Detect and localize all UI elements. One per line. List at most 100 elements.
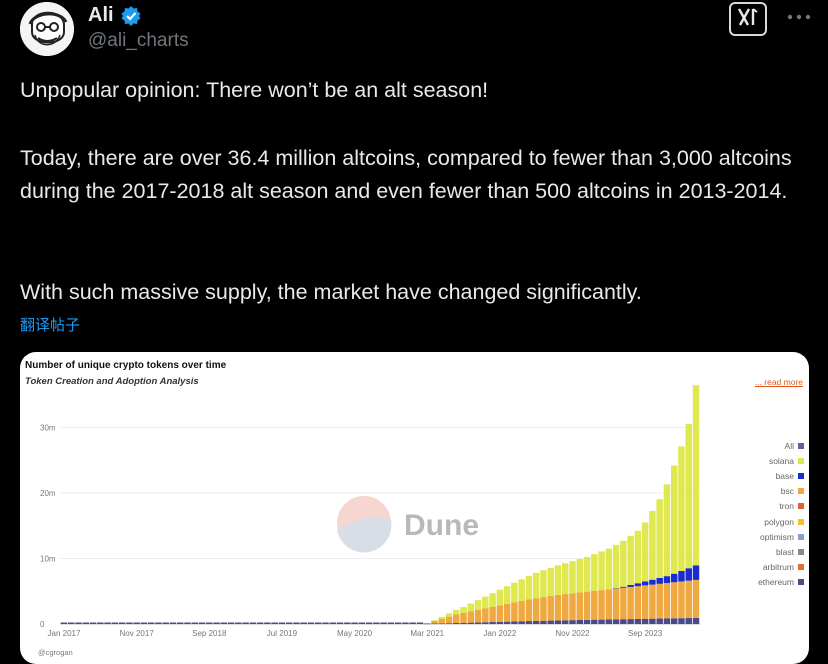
- bar-solana: [431, 620, 438, 621]
- bar-ethereum: [155, 622, 162, 624]
- bar-ethereum: [467, 622, 475, 624]
- bar-ethereum: [569, 620, 576, 624]
- bar-bsc: [620, 587, 627, 620]
- bar-ethereum: [394, 622, 402, 624]
- bar-solana: [678, 446, 685, 571]
- bar-solana: [474, 600, 482, 610]
- bar-base: [634, 583, 642, 587]
- bar-solana: [634, 530, 642, 584]
- legend-item[interactable]: ethereum: [720, 575, 804, 590]
- legend-item[interactable]: blast: [720, 544, 804, 559]
- bar-ethereum: [126, 622, 133, 624]
- legend-item[interactable]: base: [720, 468, 804, 483]
- bar-ethereum: [453, 623, 460, 624]
- legend-item[interactable]: All: [720, 438, 804, 453]
- chart-subtitle: Token Creation and Adoption Analysis: [25, 376, 199, 387]
- legend-item[interactable]: bsc: [720, 484, 804, 499]
- bar-bsc: [612, 588, 620, 620]
- bar-base: [627, 584, 634, 587]
- bar-ethereum: [525, 621, 533, 624]
- bar-ethereum: [220, 622, 228, 624]
- bar-bsc: [634, 586, 642, 619]
- bar-ethereum: [402, 622, 409, 624]
- x-tick-label: Sep 2023: [628, 629, 663, 638]
- bar-ethereum: [75, 622, 82, 624]
- bar-ethereum: [264, 622, 271, 624]
- legend-item[interactable]: polygon: [720, 514, 804, 529]
- bar-bsc: [649, 584, 656, 619]
- bar-ethereum: [249, 622, 257, 624]
- bar-base: [670, 573, 678, 583]
- bar-bsc: [511, 602, 518, 622]
- bar-ethereum: [482, 622, 489, 624]
- bar-ethereum: [140, 622, 148, 624]
- bar-ethereum: [68, 622, 75, 624]
- bar-base: [685, 568, 692, 581]
- bar-ethereum: [227, 622, 235, 624]
- bar-ethereum: [656, 618, 663, 624]
- bar-bsc: [678, 581, 685, 619]
- bar-ethereum: [133, 622, 140, 624]
- tweet-paragraph-1: Unpopular opinion: There won’t be an alt…: [20, 78, 489, 102]
- author-name[interactable]: Ali: [88, 4, 114, 26]
- bar-bsc: [496, 605, 504, 622]
- tweet-media-chart[interactable]: 0 10m 20m 30m Dune Jan 2017 Nov 2017 Sep 2018 Ju…: [20, 352, 809, 664]
- bar-solana: [670, 465, 678, 574]
- bar-solana: [685, 423, 692, 569]
- bar-base: [641, 581, 649, 586]
- bar-ethereum: [554, 620, 562, 624]
- read-more-link[interactable]: ... read more: [754, 377, 803, 387]
- bar-base: [663, 576, 671, 584]
- legend-item[interactable]: solana: [720, 453, 804, 468]
- legend-item[interactable]: optimism: [720, 529, 804, 544]
- bar-ethereum: [474, 622, 482, 624]
- bar-ethereum: [329, 622, 337, 624]
- bar-ethereum: [322, 622, 329, 624]
- bar-base: [656, 577, 663, 584]
- bar-ethereum: [176, 622, 184, 624]
- bar-ethereum: [169, 622, 177, 624]
- bar-ethereum: [293, 622, 300, 624]
- bar-ethereum: [540, 620, 547, 624]
- bar-ethereum: [503, 621, 511, 624]
- bar-ethereum: [663, 618, 671, 624]
- avatar[interactable]: [20, 2, 74, 56]
- bar-bsc: [423, 623, 431, 624]
- bar-bsc: [467, 611, 475, 623]
- bar-solana: [641, 522, 649, 582]
- legend-label: tron: [779, 501, 794, 512]
- bar-solana: [525, 575, 533, 600]
- translate-post-link[interactable]: 翻译帖子: [20, 317, 81, 334]
- bar-ethereum: [242, 622, 249, 624]
- legend-item[interactable]: tron: [720, 499, 804, 514]
- bar-solana: [518, 579, 525, 601]
- bar-ethereum: [591, 619, 598, 624]
- grok-button[interactable]: [729, 2, 767, 36]
- legend-swatch: [798, 503, 804, 510]
- bar-ethereum: [532, 620, 540, 624]
- bar-ethereum: [97, 622, 104, 624]
- bar-bsc: [438, 618, 445, 624]
- author-handle[interactable]: @ali_charts: [88, 30, 189, 51]
- chart-canvas: 0 10m 20m 30m Dune Jan 2017 Nov 2017 Sep 2018 Ju…: [40, 385, 700, 638]
- legend-label: blast: [776, 546, 794, 557]
- bar-bsc: [518, 600, 525, 622]
- more-icon[interactable]: [784, 4, 814, 30]
- x-tick-label: Jul 2019: [267, 629, 298, 638]
- grok-icon: [736, 6, 760, 33]
- tweet-paragraph-2: Today, there are over 36.4 million altco…: [20, 146, 792, 203]
- bar-bsc: [598, 590, 605, 620]
- verified-badge-icon[interactable]: [120, 5, 142, 27]
- legend-label: polygon: [764, 516, 794, 527]
- bar-ethereum: [380, 622, 387, 624]
- bar-bsc: [663, 583, 671, 619]
- bar-ethereum: [431, 623, 438, 625]
- bar-ethereum: [373, 622, 380, 624]
- bar-base: [620, 586, 627, 588]
- legend-label: base: [775, 470, 794, 481]
- legend-swatch: [798, 564, 804, 571]
- chart-legend: All solana base bsc tron polygon optimism blast…: [720, 438, 804, 590]
- legend-item[interactable]: arbitrum: [720, 560, 804, 575]
- bar-ethereum: [300, 622, 307, 624]
- y-tick-label: 20m: [40, 489, 56, 498]
